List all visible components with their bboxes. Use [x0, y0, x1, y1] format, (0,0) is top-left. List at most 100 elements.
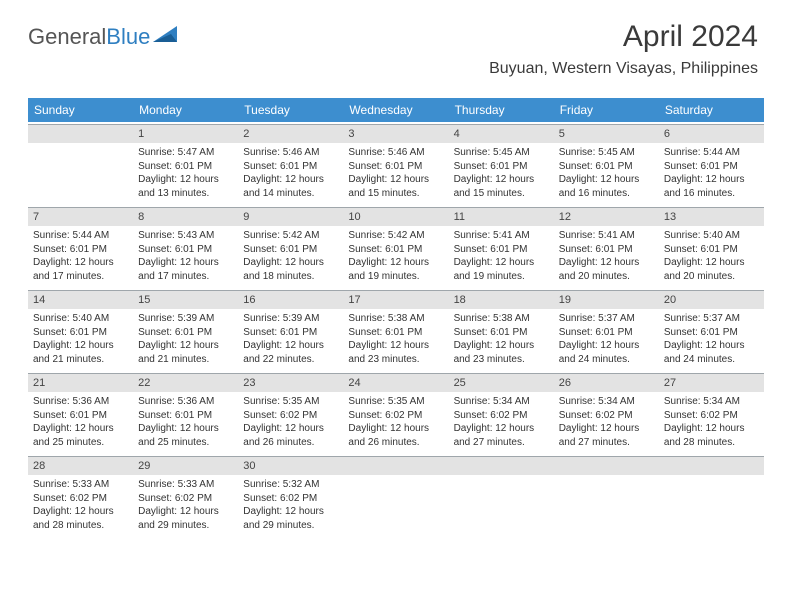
daylight-line1: Daylight: 12 hours [243, 422, 338, 436]
daylight-line1: Daylight: 12 hours [348, 256, 443, 270]
day-number: 30 [238, 456, 343, 475]
day-header: Sunday [28, 98, 133, 122]
daylight-line2: and 23 minutes. [454, 353, 549, 367]
day-header: Monday [133, 98, 238, 122]
day-number: 11 [449, 207, 554, 226]
daylight-line2: and 17 minutes. [33, 270, 128, 284]
sunrise-text: Sunrise: 5:44 AM [664, 146, 759, 160]
sunrise-text: Sunrise: 5:45 AM [454, 146, 549, 160]
sunset-text: Sunset: 6:01 PM [559, 160, 654, 174]
calendar-cell: 20Sunrise: 5:37 AMSunset: 6:01 PMDayligh… [659, 290, 764, 371]
day-number: 12 [554, 207, 659, 226]
month-title: April 2024 [489, 20, 758, 54]
daylight-line2: and 20 minutes. [559, 270, 654, 284]
sunset-text: Sunset: 6:01 PM [454, 160, 549, 174]
daylight-line1: Daylight: 12 hours [559, 256, 654, 270]
daylight-line1: Daylight: 12 hours [138, 339, 233, 353]
calendar-cell: 26Sunrise: 5:34 AMSunset: 6:02 PMDayligh… [554, 373, 659, 454]
sunrise-text: Sunrise: 5:37 AM [664, 312, 759, 326]
daylight-line1: Daylight: 12 hours [33, 422, 128, 436]
sunset-text: Sunset: 6:02 PM [243, 409, 338, 423]
sunrise-text: Sunrise: 5:42 AM [348, 229, 443, 243]
calendar-cell: 13Sunrise: 5:40 AMSunset: 6:01 PMDayligh… [659, 207, 764, 288]
day-number: 8 [133, 207, 238, 226]
sunrise-text: Sunrise: 5:43 AM [138, 229, 233, 243]
day-header: Friday [554, 98, 659, 122]
day-number: 5 [554, 124, 659, 143]
daylight-line1: Daylight: 12 hours [348, 422, 443, 436]
brand-logo: GeneralBlue [28, 24, 179, 50]
cell-content: Sunrise: 5:32 AMSunset: 6:02 PMDaylight:… [238, 475, 343, 537]
cell-content: Sunrise: 5:45 AMSunset: 6:01 PMDaylight:… [449, 143, 554, 205]
sunset-text: Sunset: 6:02 PM [664, 409, 759, 423]
daylight-line1: Daylight: 12 hours [454, 422, 549, 436]
daylight-line1: Daylight: 12 hours [348, 173, 443, 187]
day-number: 28 [28, 456, 133, 475]
day-number [28, 124, 133, 143]
sunrise-text: Sunrise: 5:34 AM [559, 395, 654, 409]
day-number [449, 456, 554, 475]
cell-content: Sunrise: 5:44 AMSunset: 6:01 PMDaylight:… [659, 143, 764, 205]
day-number: 24 [343, 373, 448, 392]
sunset-text: Sunset: 6:01 PM [454, 243, 549, 257]
sunrise-text: Sunrise: 5:32 AM [243, 478, 338, 492]
cell-content: Sunrise: 5:40 AMSunset: 6:01 PMDaylight:… [28, 309, 133, 371]
calendar-cell: 14Sunrise: 5:40 AMSunset: 6:01 PMDayligh… [28, 290, 133, 371]
daylight-line2: and 15 minutes. [348, 187, 443, 201]
daylight-line2: and 23 minutes. [348, 353, 443, 367]
sunset-text: Sunset: 6:01 PM [138, 160, 233, 174]
day-number: 19 [554, 290, 659, 309]
calendar-cell: 2Sunrise: 5:46 AMSunset: 6:01 PMDaylight… [238, 124, 343, 205]
daylight-line1: Daylight: 12 hours [454, 256, 549, 270]
cell-content: Sunrise: 5:41 AMSunset: 6:01 PMDaylight:… [554, 226, 659, 288]
daylight-line1: Daylight: 12 hours [559, 339, 654, 353]
daylight-line2: and 17 minutes. [138, 270, 233, 284]
sunrise-text: Sunrise: 5:35 AM [243, 395, 338, 409]
day-number: 1 [133, 124, 238, 143]
calendar-cell: 28Sunrise: 5:33 AMSunset: 6:02 PMDayligh… [28, 456, 133, 537]
day-header-row: SundayMondayTuesdayWednesdayThursdayFrid… [28, 98, 764, 122]
calendar-cell: 6Sunrise: 5:44 AMSunset: 6:01 PMDaylight… [659, 124, 764, 205]
sunset-text: Sunset: 6:01 PM [138, 243, 233, 257]
day-number: 29 [133, 456, 238, 475]
daylight-line2: and 14 minutes. [243, 187, 338, 201]
sunrise-text: Sunrise: 5:36 AM [138, 395, 233, 409]
sunset-text: Sunset: 6:01 PM [348, 243, 443, 257]
sunrise-text: Sunrise: 5:34 AM [454, 395, 549, 409]
daylight-line1: Daylight: 12 hours [664, 256, 759, 270]
sunset-text: Sunset: 6:01 PM [348, 326, 443, 340]
calendar-cell: 7Sunrise: 5:44 AMSunset: 6:01 PMDaylight… [28, 207, 133, 288]
daylight-line1: Daylight: 12 hours [348, 339, 443, 353]
daylight-line2: and 21 minutes. [138, 353, 233, 367]
cell-content: Sunrise: 5:45 AMSunset: 6:01 PMDaylight:… [554, 143, 659, 205]
calendar-cell: 16Sunrise: 5:39 AMSunset: 6:01 PMDayligh… [238, 290, 343, 371]
daylight-line1: Daylight: 12 hours [243, 505, 338, 519]
sunset-text: Sunset: 6:01 PM [138, 409, 233, 423]
daylight-line2: and 28 minutes. [664, 436, 759, 450]
sunset-text: Sunset: 6:01 PM [33, 409, 128, 423]
sunset-text: Sunset: 6:02 PM [138, 492, 233, 506]
calendar-cell: 4Sunrise: 5:45 AMSunset: 6:01 PMDaylight… [449, 124, 554, 205]
sunrise-text: Sunrise: 5:33 AM [33, 478, 128, 492]
calendar-cell: 1Sunrise: 5:47 AMSunset: 6:01 PMDaylight… [133, 124, 238, 205]
sunset-text: Sunset: 6:01 PM [664, 160, 759, 174]
day-number [659, 456, 764, 475]
brand-part2: Blue [106, 24, 150, 50]
sunrise-text: Sunrise: 5:44 AM [33, 229, 128, 243]
sunrise-text: Sunrise: 5:46 AM [243, 146, 338, 160]
sunrise-text: Sunrise: 5:47 AM [138, 146, 233, 160]
sunrise-text: Sunrise: 5:39 AM [243, 312, 338, 326]
daylight-line1: Daylight: 12 hours [454, 173, 549, 187]
day-number: 27 [659, 373, 764, 392]
daylight-line1: Daylight: 12 hours [559, 173, 654, 187]
day-number: 20 [659, 290, 764, 309]
cell-content: Sunrise: 5:39 AMSunset: 6:01 PMDaylight:… [133, 309, 238, 371]
cell-content: Sunrise: 5:34 AMSunset: 6:02 PMDaylight:… [449, 392, 554, 454]
calendar-cell: 15Sunrise: 5:39 AMSunset: 6:01 PMDayligh… [133, 290, 238, 371]
day-number: 16 [238, 290, 343, 309]
daylight-line2: and 16 minutes. [559, 187, 654, 201]
daylight-line2: and 21 minutes. [33, 353, 128, 367]
cell-content: Sunrise: 5:40 AMSunset: 6:01 PMDaylight:… [659, 226, 764, 288]
sunset-text: Sunset: 6:01 PM [138, 326, 233, 340]
sunset-text: Sunset: 6:01 PM [559, 243, 654, 257]
